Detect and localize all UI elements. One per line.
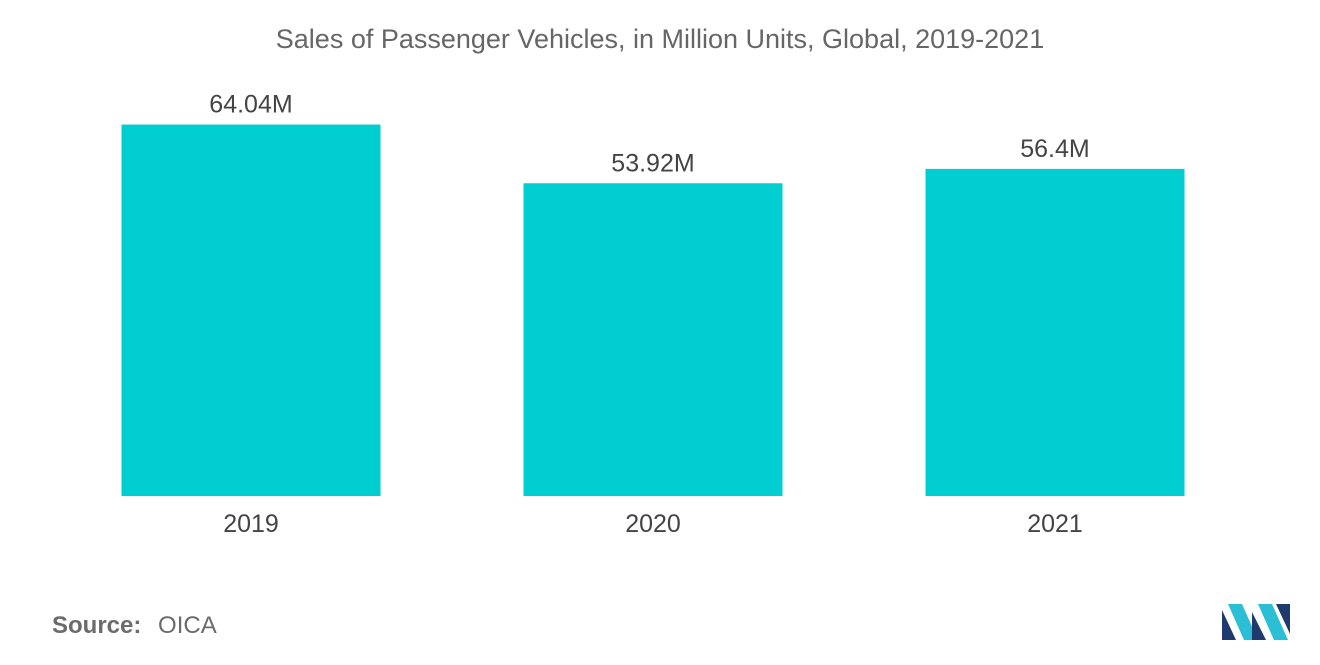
data-label-2021: 56.4M: [1020, 135, 1089, 163]
source-label: Source:: [52, 612, 142, 639]
bar-2020: [523, 183, 783, 497]
mordor-intelligence-logo-icon: [1222, 604, 1290, 640]
x-tick-label-2019: 2019: [223, 510, 279, 538]
chart-title: Sales of Passenger Vehicles, in Million …: [275, 24, 1045, 54]
source-note: Source: OICA: [52, 612, 217, 640]
bar-2019: [121, 124, 381, 497]
bar-2021: [925, 168, 1185, 496]
x-tick-label-2021: 2021: [1027, 510, 1083, 538]
data-label-2019: 64.04M: [209, 91, 292, 119]
x-tick-label-2020: 2020: [625, 510, 681, 538]
source-value: OICA: [158, 612, 217, 639]
data-label-2020: 53.92M: [611, 149, 694, 177]
